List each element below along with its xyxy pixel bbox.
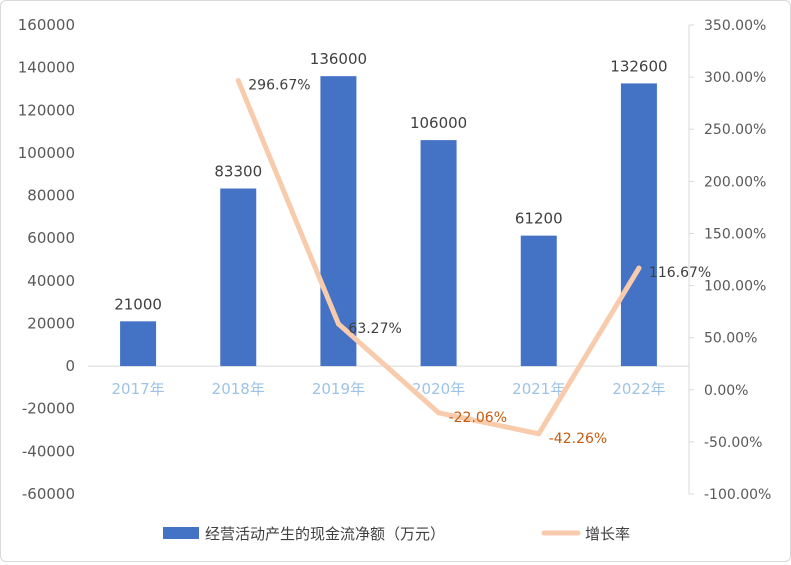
bar bbox=[620, 83, 657, 367]
bar bbox=[120, 321, 157, 367]
y-right-tick-label: 50.00% bbox=[704, 331, 757, 347]
y-right-tick-label: 300.00% bbox=[704, 70, 766, 86]
line-point bbox=[235, 78, 241, 84]
bar-data-label: 61200 bbox=[515, 210, 563, 228]
y-right-tick-label: 0.00% bbox=[704, 383, 748, 399]
data-labels: 21000 83300 136000 106000 61200 132600 296.67%… bbox=[114, 50, 711, 447]
legend-bar-label: 经营活动产生的现金流净额（万元） bbox=[205, 525, 445, 543]
axes: 160000 140000 120000 100000 80000 60000 40000 2… bbox=[18, 16, 772, 503]
bar bbox=[220, 188, 257, 367]
y-left-tick-label: -40000 bbox=[22, 442, 75, 460]
line-data-label: 296.67% bbox=[248, 78, 310, 94]
y-left-tick-label: 0 bbox=[65, 357, 75, 375]
y-left-tick-label: 80000 bbox=[27, 187, 75, 205]
legend-line-label: 增长率 bbox=[585, 525, 630, 543]
y-right-tick-label: 250.00% bbox=[704, 122, 766, 138]
y-right-tick-label: 200.00% bbox=[704, 174, 766, 190]
y-right-tick-label: 150.00% bbox=[704, 226, 766, 242]
line-point bbox=[436, 410, 442, 416]
legend: 经营活动产生的现金流净额（万元） 增长率 bbox=[163, 525, 630, 543]
line-point bbox=[536, 431, 542, 437]
line-data-label: 116.67% bbox=[649, 265, 711, 281]
y-left-tick-label: 120000 bbox=[18, 101, 75, 119]
y-left-tick-label: -20000 bbox=[22, 400, 75, 418]
bar-series bbox=[120, 76, 657, 367]
y-left-tick-label: 40000 bbox=[27, 272, 75, 290]
line-data-label: 63.27% bbox=[348, 321, 401, 337]
y-left-tick-label: 20000 bbox=[27, 314, 75, 332]
x-tick-label: 2020年 bbox=[412, 380, 465, 398]
y-right-tick-label: 350.00% bbox=[704, 18, 766, 34]
line-point bbox=[636, 265, 642, 271]
bar bbox=[520, 235, 557, 367]
line-data-label: -22.06% bbox=[449, 410, 507, 426]
legend-bar-swatch bbox=[163, 527, 199, 539]
x-tick-label: 2022年 bbox=[612, 380, 665, 398]
bar bbox=[420, 140, 457, 367]
y-left-tick-label: 100000 bbox=[18, 144, 75, 162]
y-left-tick-label: -60000 bbox=[22, 485, 75, 503]
x-tick-label: 2018年 bbox=[212, 380, 265, 398]
bar-data-label: 136000 bbox=[310, 50, 367, 68]
y-left-tick-label: 160000 bbox=[18, 16, 75, 34]
y-right-tick-label: 100.00% bbox=[704, 279, 766, 295]
line-series bbox=[235, 78, 642, 437]
bar-data-label: 21000 bbox=[114, 295, 162, 313]
x-tick-label: 2019年 bbox=[312, 380, 365, 398]
bar-data-label: 83300 bbox=[214, 163, 262, 181]
bar-data-label: 106000 bbox=[410, 114, 467, 132]
bar-data-label: 132600 bbox=[610, 57, 667, 75]
line-data-label: -42.26% bbox=[549, 431, 607, 447]
y-right-tick-label: -50.00% bbox=[704, 435, 762, 451]
y-right-tick-label: -100.00% bbox=[704, 487, 771, 503]
x-tick-label: 2017年 bbox=[111, 380, 164, 398]
x-tick-label: 2021年 bbox=[512, 380, 565, 398]
y-left-tick-label: 140000 bbox=[18, 59, 75, 77]
line-point bbox=[335, 321, 341, 327]
y-left-tick-label: 60000 bbox=[27, 229, 75, 247]
